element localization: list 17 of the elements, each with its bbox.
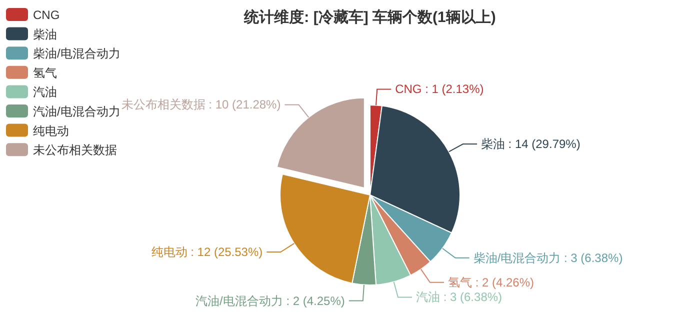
legend-label: 氢气 bbox=[33, 66, 57, 80]
data-label: 汽油/电混合动力 : 2 (4.25%) bbox=[196, 294, 345, 308]
chart-title: 统计维度: [冷藏车] 车辆个数(1辆以上) bbox=[243, 8, 496, 26]
data-label: CNG : 1 (2.13%) bbox=[395, 82, 484, 96]
legend-label: 柴油 bbox=[33, 27, 57, 42]
data-label: 未公布相关数据 : 10 (21.28%) bbox=[121, 98, 281, 112]
legend-label: 柴油/电混合动力 bbox=[33, 46, 120, 61]
data-label: 汽油 : 3 (6.38%) bbox=[416, 290, 502, 304]
data-label: 柴油 : 14 (29.79%) bbox=[480, 137, 580, 152]
legend-label: CNG bbox=[33, 8, 60, 22]
data-label: 柴油/电混合动力 : 3 (6.38%) bbox=[473, 250, 623, 265]
legend-label: 汽油/电混合动力 bbox=[33, 104, 120, 118]
data-label: 纯电动 : 12 (25.53%) bbox=[151, 245, 263, 260]
legend-label: 汽油 bbox=[33, 85, 57, 100]
legend-label: 纯电动 bbox=[33, 124, 69, 138]
data-label: 氢气 : 2 (4.26%) bbox=[448, 275, 534, 290]
legend-label: 未公布相关数据 bbox=[33, 143, 117, 158]
